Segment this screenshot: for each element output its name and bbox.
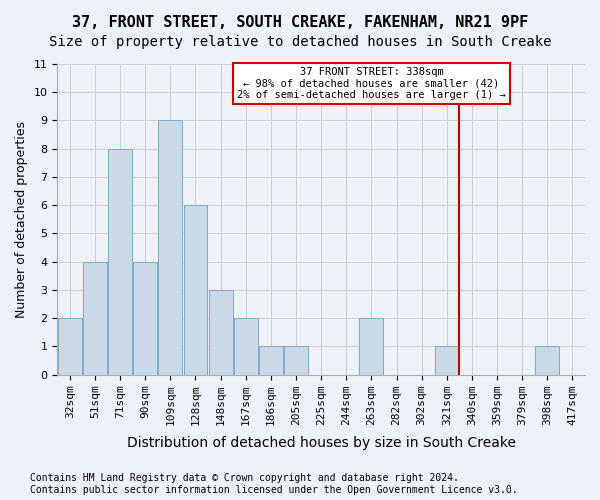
Bar [209, 290, 233, 374]
Bar [133, 262, 157, 374]
Bar [83, 262, 107, 374]
Bar [535, 346, 559, 374]
Bar [284, 346, 308, 374]
Bar [435, 346, 459, 374]
Y-axis label: Number of detached properties: Number of detached properties [15, 121, 28, 318]
Bar [108, 148, 132, 374]
Bar [259, 346, 283, 374]
Bar [234, 318, 257, 374]
Bar [359, 318, 383, 374]
Text: Size of property relative to detached houses in South Creake: Size of property relative to detached ho… [49, 35, 551, 49]
Text: 37, FRONT STREET, SOUTH CREAKE, FAKENHAM, NR21 9PF: 37, FRONT STREET, SOUTH CREAKE, FAKENHAM… [72, 15, 528, 30]
Bar [158, 120, 182, 374]
Text: Contains HM Land Registry data © Crown copyright and database right 2024.
Contai: Contains HM Land Registry data © Crown c… [30, 474, 518, 495]
Text: 37 FRONT STREET: 338sqm
← 98% of detached houses are smaller (42)
2% of semi-det: 37 FRONT STREET: 338sqm ← 98% of detache… [237, 67, 506, 100]
Bar [184, 205, 208, 374]
X-axis label: Distribution of detached houses by size in South Creake: Distribution of detached houses by size … [127, 436, 515, 450]
Bar [58, 318, 82, 374]
